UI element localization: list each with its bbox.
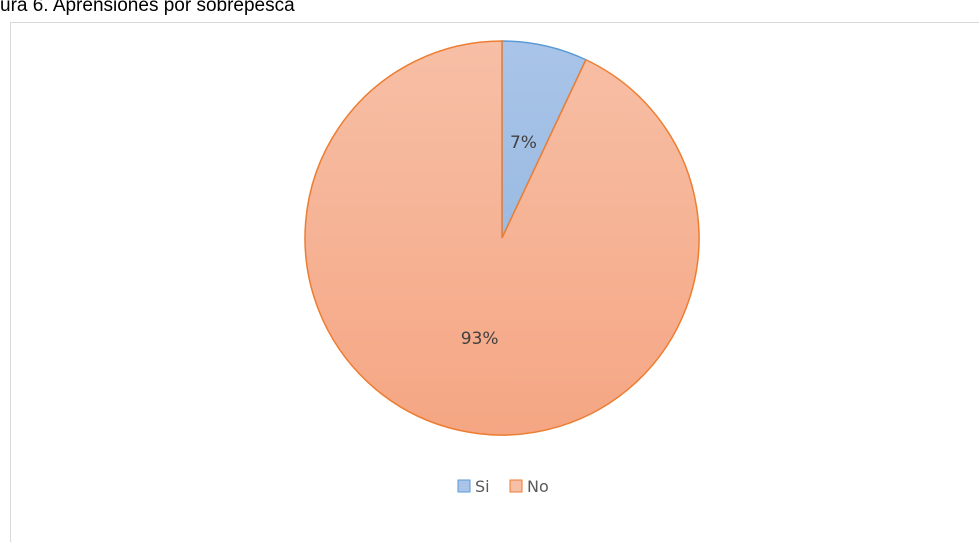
pie-slices [304,40,700,436]
pie-slice-no [304,40,700,436]
slice-label-no: 93% [461,329,499,349]
slice-labels: 7% 93% [461,133,537,349]
legend-label-no: No [527,477,549,496]
legend-label-si: Si [475,477,490,496]
slice-label-si: 7% [510,133,537,153]
pie-chart: 7% 93% Si No [304,40,700,496]
legend-swatch-si [457,479,471,493]
legend: Si No [457,477,549,496]
legend-swatch-no [509,479,523,493]
chart-frame [10,22,979,542]
figure-caption: ura 6. Aprensiones por sobrepesca [0,0,295,16]
